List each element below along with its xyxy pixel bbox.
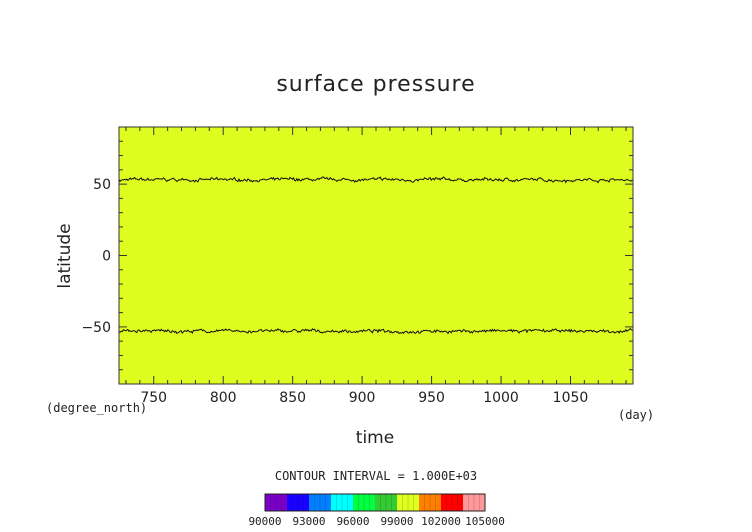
colorbar-swatch: [353, 494, 375, 511]
colorbar-swatch: [331, 494, 353, 511]
colorbar: [264, 493, 486, 512]
x-tick-label: 950: [418, 390, 445, 406]
contour-line: [118, 176, 633, 184]
x-axis: 750 800 850 900 950 1000 1050: [125, 127, 627, 406]
x-tick-label: 1050: [553, 390, 589, 406]
colorbar-label: 102000: [421, 515, 461, 528]
x-tick-label: 1000: [483, 390, 519, 406]
x-axis-label: time: [356, 428, 394, 448]
pressure-field: [119, 127, 633, 384]
colorbar-swatch: [309, 494, 331, 511]
colorbar-label: 96000: [336, 515, 369, 528]
colorbar-label: 99000: [380, 515, 413, 528]
field-texture: [120, 127, 632, 384]
colorbar-labels: 90000 93000 96000 99000 102000 105000: [248, 515, 504, 528]
plot-area: [118, 126, 634, 385]
x-axis-unit: (day): [618, 408, 654, 422]
contour-interval: CONTOUR INTERVAL = 1.000E+03: [275, 469, 477, 483]
x-tick-label: 800: [210, 390, 237, 406]
chart-title: surface pressure: [276, 72, 475, 97]
colorbar-swatch: [265, 494, 287, 511]
colorbar-swatch: [397, 494, 419, 511]
contour-line: [118, 327, 633, 335]
colorbar-label: 93000: [292, 515, 325, 528]
colorbar-swatch: [463, 494, 485, 511]
y-tick-label: 0: [102, 249, 111, 265]
colorbar-swatch: [419, 494, 441, 511]
colorbar-frame: [264, 493, 486, 512]
y-tick-label: −50: [81, 320, 111, 336]
y-axis: 50 0 −50: [81, 140, 633, 371]
x-tick-label: 850: [279, 390, 306, 406]
colorbar-swatch: [375, 494, 397, 511]
colorbar-swatch: [441, 494, 463, 511]
y-tick-label: 50: [93, 177, 111, 193]
x-tick-label: 750: [140, 390, 167, 406]
colorbar-swatch: [287, 494, 309, 511]
x-tick-label: 900: [349, 390, 376, 406]
y-axis-label: latitude: [55, 223, 75, 288]
contour-lines: [118, 176, 633, 335]
colorbar-label: 90000: [248, 515, 281, 528]
y-axis-unit: (degree_north): [46, 401, 147, 415]
colorbar-label: 105000: [465, 515, 505, 528]
